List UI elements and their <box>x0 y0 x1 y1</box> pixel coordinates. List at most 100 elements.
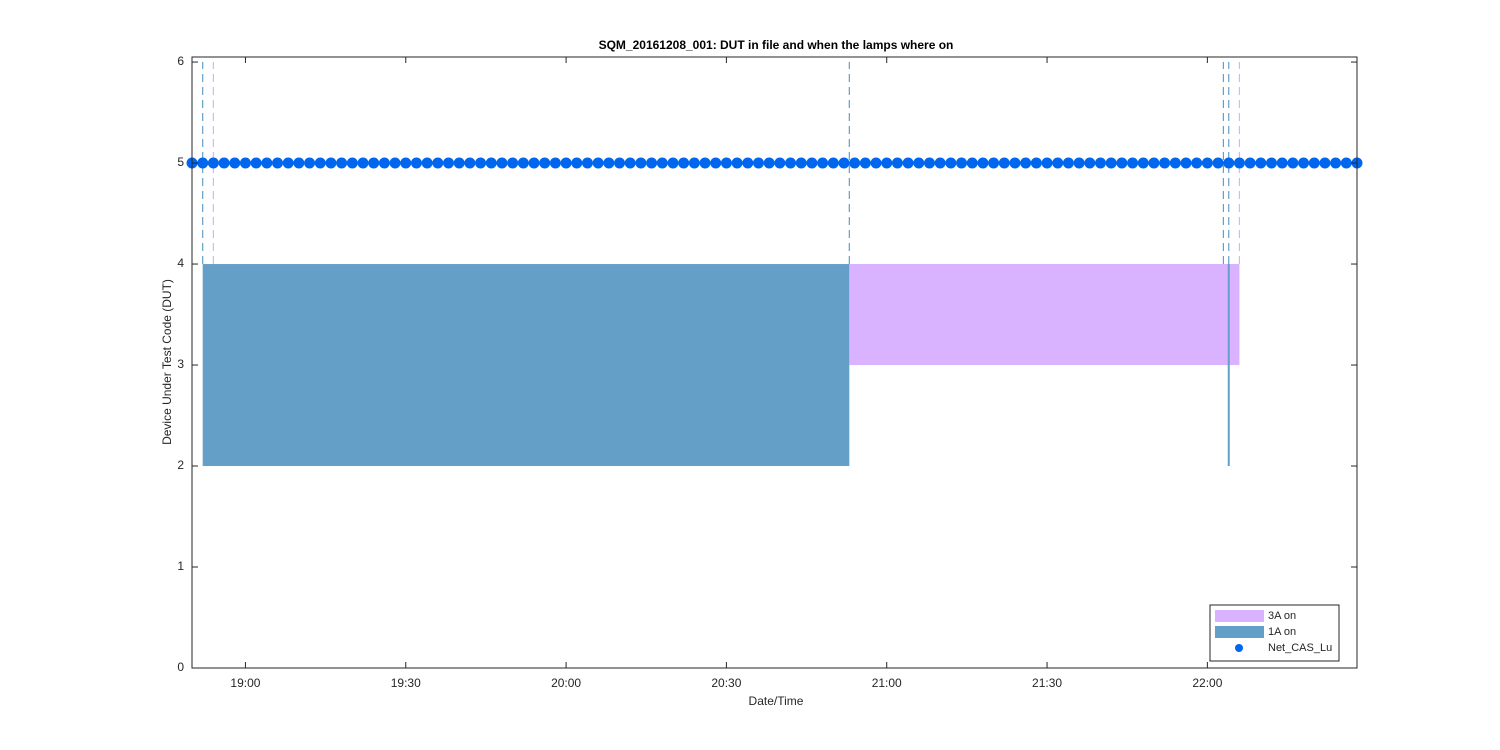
data-point <box>581 157 593 169</box>
data-point <box>1330 157 1342 169</box>
data-point <box>806 157 818 169</box>
data-point <box>646 157 658 169</box>
data-point <box>966 157 978 169</box>
y-tick-label: 4 <box>177 256 184 270</box>
x-tick-label: 20:30 <box>711 676 741 690</box>
data-point <box>934 157 946 169</box>
y-axis-label: Device Under Test Code (DUT) <box>160 279 174 445</box>
data-point <box>774 157 786 169</box>
data-point <box>742 157 754 169</box>
y-tick-label: 6 <box>177 54 184 68</box>
data-point <box>485 157 497 169</box>
data-point <box>881 157 893 169</box>
legend-label: 3A on <box>1268 610 1296 622</box>
data-point <box>656 157 668 169</box>
data-point <box>517 157 529 169</box>
legend-label: 1A on <box>1268 626 1296 638</box>
data-point <box>1308 157 1320 169</box>
data-point <box>197 157 209 169</box>
x-tick-label: 20:00 <box>551 676 581 690</box>
data-point <box>239 157 251 169</box>
data-point <box>1052 157 1064 169</box>
data-point <box>827 157 839 169</box>
x-axis-label: Date/Time <box>749 694 804 708</box>
data-point <box>603 157 615 169</box>
data-point <box>218 157 230 169</box>
x-tick-label: 21:00 <box>872 676 902 690</box>
data-point <box>667 157 679 169</box>
data-point <box>560 157 572 169</box>
data-point <box>357 157 369 169</box>
y-tick-label: 0 <box>177 660 184 674</box>
data-point <box>475 157 487 169</box>
data-point <box>817 157 829 169</box>
lamp-band <box>202 264 850 467</box>
data-point <box>624 157 636 169</box>
x-tick-label: 21:30 <box>1032 676 1062 690</box>
data-point <box>1137 157 1149 169</box>
data-point <box>539 157 551 169</box>
data-point <box>346 157 358 169</box>
data-point <box>1201 157 1213 169</box>
data-point <box>1265 157 1277 169</box>
legend-label: Net_CAS_Lu <box>1268 642 1332 654</box>
data-point <box>261 157 273 169</box>
data-point <box>229 157 241 169</box>
data-point <box>688 157 700 169</box>
lamp-band <box>849 264 1240 366</box>
legend-swatch <box>1215 610 1264 622</box>
data-point <box>956 157 968 169</box>
data-point <box>207 157 219 169</box>
x-tick-label: 19:00 <box>230 676 260 690</box>
data-point <box>1105 157 1117 169</box>
data-point <box>549 157 561 169</box>
data-point <box>838 157 850 169</box>
data-point <box>752 157 764 169</box>
data-point <box>1116 157 1128 169</box>
data-point <box>314 157 326 169</box>
data-point <box>1223 157 1235 169</box>
data-point <box>1180 157 1192 169</box>
data-point <box>977 157 989 169</box>
data-point <box>410 157 422 169</box>
data-point <box>795 157 807 169</box>
data-point <box>250 157 262 169</box>
data-point <box>368 157 380 169</box>
data-point <box>507 157 519 169</box>
data-point <box>1062 157 1074 169</box>
x-tick-label: 19:30 <box>391 676 421 690</box>
data-point <box>571 157 583 169</box>
legend-marker <box>1235 644 1243 652</box>
data-point <box>870 157 882 169</box>
data-point <box>1127 157 1139 169</box>
data-point <box>1255 157 1267 169</box>
data-point <box>1298 157 1310 169</box>
data-point <box>891 157 903 169</box>
data-point <box>1073 157 1085 169</box>
y-tick-label: 2 <box>177 458 184 472</box>
data-point <box>731 157 743 169</box>
data-point <box>282 157 294 169</box>
data-point <box>1169 157 1181 169</box>
data-point <box>1212 157 1224 169</box>
data-point <box>699 157 711 169</box>
data-point <box>923 157 935 169</box>
y-tick-label: 3 <box>177 357 184 371</box>
data-point <box>849 157 861 169</box>
legend-swatch <box>1215 626 1264 638</box>
data-point <box>528 157 540 169</box>
data-point <box>710 157 722 169</box>
data-point <box>325 157 337 169</box>
x-tick-label: 22:00 <box>1192 676 1222 690</box>
lamp-band <box>1227 264 1230 467</box>
data-point <box>453 157 465 169</box>
data-point <box>720 157 732 169</box>
data-point <box>678 157 690 169</box>
data-point <box>913 157 925 169</box>
data-point <box>1191 157 1203 169</box>
data-point <box>336 157 348 169</box>
data-point <box>859 157 871 169</box>
data-point <box>635 157 647 169</box>
plot-frame <box>191 56 1358 669</box>
